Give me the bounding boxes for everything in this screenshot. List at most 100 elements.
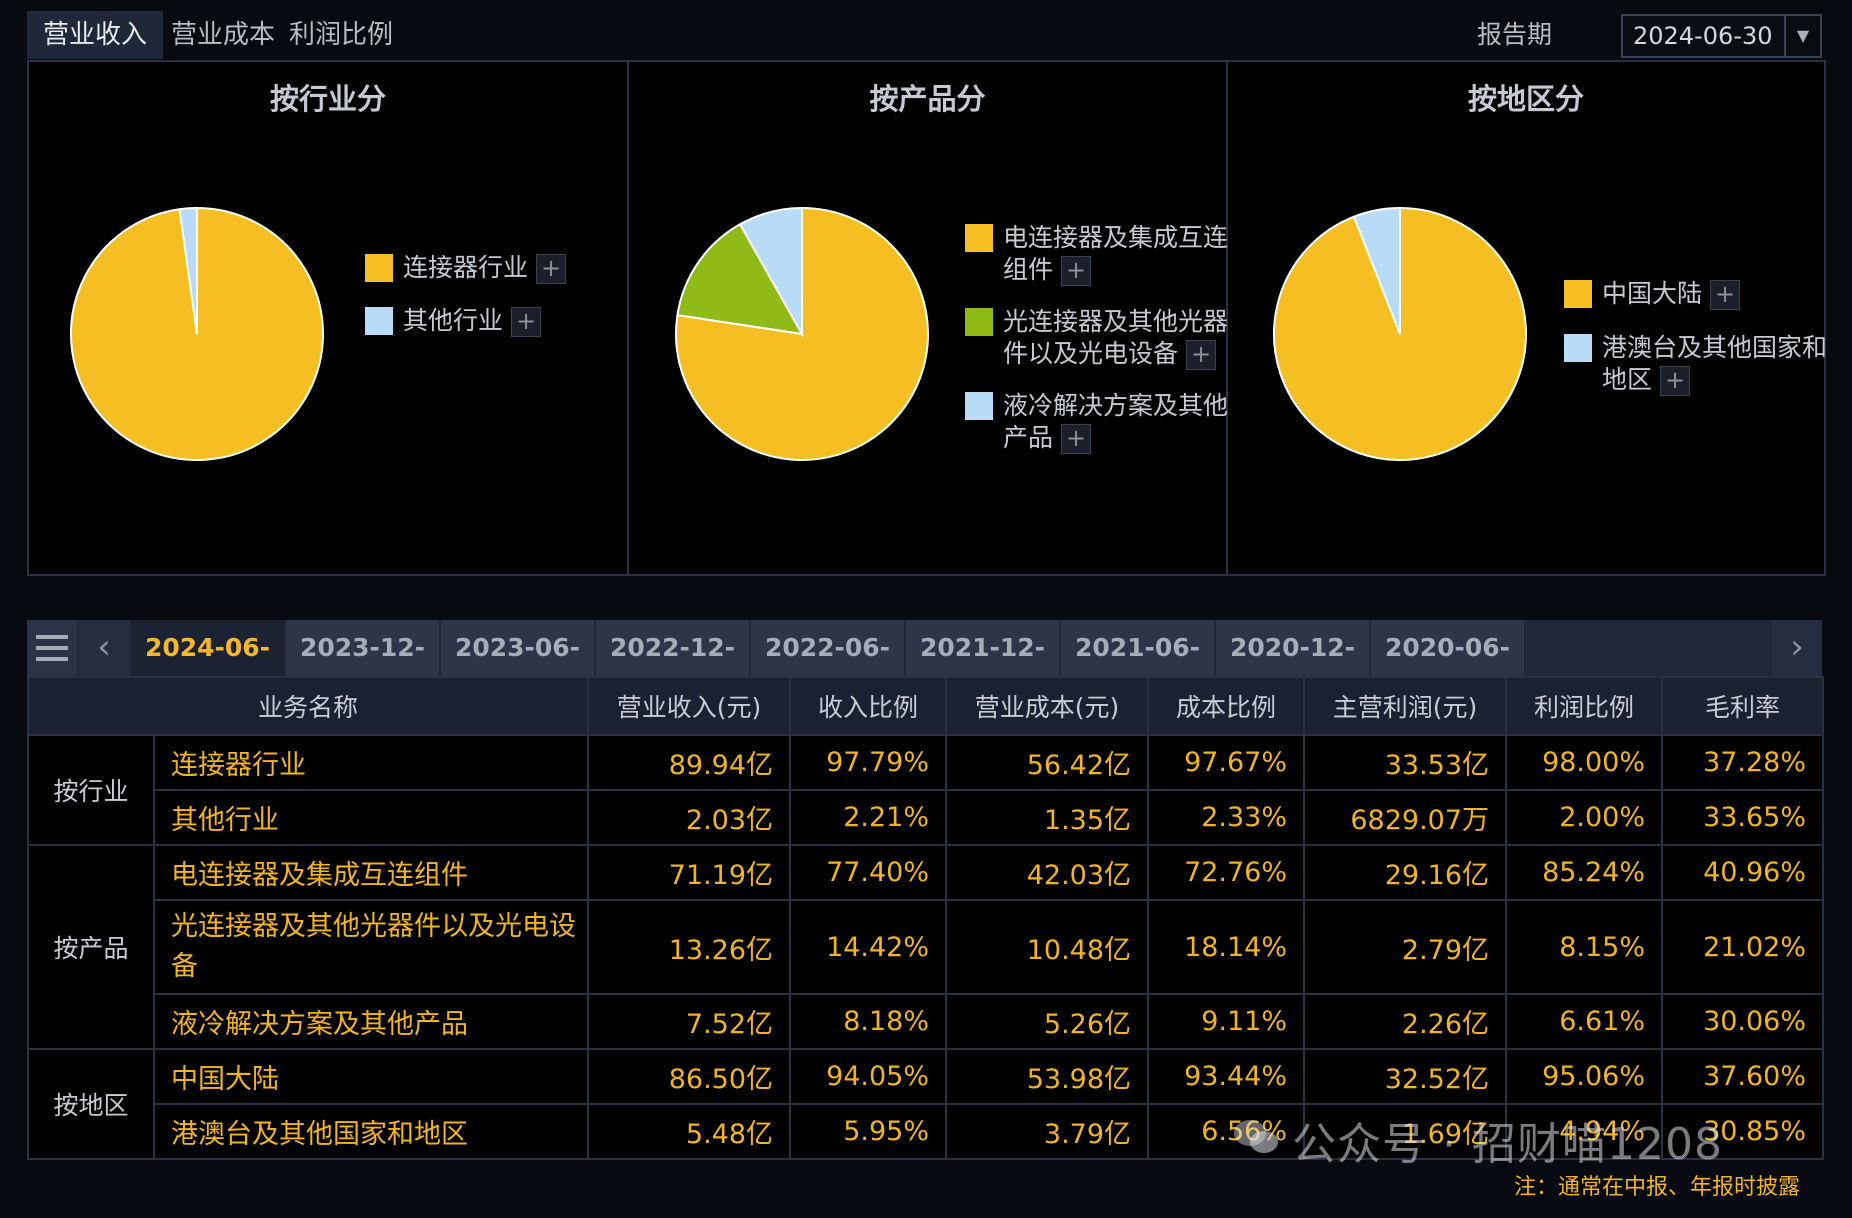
legend-label-line1: 港澳台及其他国家和 (1602, 333, 1828, 362)
pie-slice[interactable] (1273, 206, 1527, 461)
legend-swatch (365, 307, 393, 335)
expand-icon[interactable]: + (1061, 424, 1092, 454)
table-row: 光连接器及其他光器件以及光电设备 13.26亿 14.42% 10.48亿 18… (28, 899, 1825, 995)
table-cell: 5.48亿 (587, 1103, 792, 1160)
chevron-down-icon[interactable]: ▼ (1784, 16, 1820, 56)
expand-icon[interactable]: + (511, 307, 542, 337)
chevron-left-icon[interactable]: ‹ (79, 620, 129, 676)
table-cell: 40.96% (1661, 844, 1825, 901)
table-cell: 6.56% (1147, 1103, 1306, 1160)
table-cell: 30.85% (1661, 1103, 1825, 1160)
date-tab[interactable]: 2020-06-30 (1371, 620, 1524, 718)
expand-icon[interactable]: + (536, 254, 567, 284)
table-cell: 1.35亿 (945, 789, 1150, 846)
report-period-select[interactable]: 2024-06-30 ▼ (1621, 14, 1822, 58)
chevron-right-icon[interactable]: › (1772, 620, 1822, 676)
group-label: 按地区 (27, 1048, 155, 1160)
pie-slice[interactable] (676, 222, 804, 336)
legend-label-line2: 件以及光电设备 (1003, 339, 1179, 368)
expand-icon[interactable]: + (1710, 280, 1741, 310)
column-header[interactable]: 利润比例 (1505, 676, 1664, 736)
wechat-logo-icon (1234, 1120, 1278, 1153)
table-row: 按地区 中国大陆 86.50亿 94.05% 53.98亿 93.44% 32.… (27, 1048, 1825, 1160)
tab-profit-ratio[interactable]: 利润比例 (288, 20, 393, 50)
date-tab[interactable]: 2023-06-30 (441, 620, 594, 718)
column-header[interactable]: 业务名称 (26, 676, 590, 736)
pie-slice[interactable] (1352, 206, 1401, 335)
region-panel-title: 按地区分 (1467, 82, 1584, 116)
watermark: 公众号 · 招财喵1208 (1292, 1119, 1723, 1170)
table-cell: 14.42% (789, 899, 948, 995)
table-cell: 72.76% (1147, 844, 1306, 901)
table-row: 液冷解决方案及其他产品 7.52亿 8.18% 5.26亿 9.11% 2.26… (28, 993, 1825, 1050)
column-header[interactable]: 成本比例 (1147, 676, 1306, 736)
legend-label-line2: 产品 (1003, 423, 1054, 452)
legend-swatch (965, 224, 993, 252)
legend-swatch (1564, 334, 1592, 362)
group-label: 按产品 (27, 844, 155, 1050)
table-cell: 53.98亿 (945, 1048, 1150, 1105)
tab-revenue[interactable]: 营业收入 (27, 11, 163, 59)
pie-slice[interactable] (738, 206, 803, 338)
legend-label-line1: 液冷解决方案及其他 (1003, 391, 1229, 420)
legend-swatch (1564, 280, 1592, 308)
table-cell: 29.16亿 (1303, 844, 1508, 901)
business-name: 电连接器及集成互连组件 (152, 844, 590, 901)
table-cell: 21.02% (1661, 899, 1825, 995)
table-cell: 8.18% (789, 993, 948, 1050)
column-header[interactable]: 毛利率 (1661, 676, 1825, 736)
group-label: 按行业 (27, 734, 155, 846)
legend-label: 其他行业 (403, 306, 504, 335)
table-cell: 2.00% (1505, 789, 1664, 846)
date-tab[interactable]: 2022-06-30 (751, 620, 904, 718)
product-panel-title: 按产品分 (869, 82, 986, 116)
table-cell: 77.40% (789, 844, 948, 901)
column-header[interactable]: 主营利润(元) (1303, 676, 1508, 736)
date-tab[interactable]: 2021-06-30 (1061, 620, 1214, 718)
table-cell: 89.94亿 (587, 734, 792, 791)
table-cell: 85.24% (1505, 844, 1664, 901)
column-header[interactable]: 营业收入(元) (587, 676, 792, 736)
date-tab[interactable]: 2021-12-31 (906, 620, 1059, 718)
date-tab[interactable]: 2020-12-31 (1216, 620, 1369, 718)
business-name: 连接器行业 (152, 734, 590, 791)
pie-slice[interactable] (675, 206, 929, 461)
table-row: 港澳台及其他国家和地区 5.48亿 5.95% 3.79亿 6.56% 1.69… (28, 1103, 1825, 1160)
table-cell: 86.50亿 (587, 1048, 792, 1105)
legend-label: 中国大陆 (1602, 279, 1703, 308)
expand-icon[interactable]: + (1061, 256, 1092, 286)
region-panel: 按地区分 中国大陆 + 港澳台及其他国家和 地区 + (1228, 62, 1828, 574)
industry-panel-title: 按行业分 (269, 82, 386, 116)
date-tab[interactable]: 2024-06-30 (131, 620, 284, 718)
table-row: 按行业 连接器行业 89.94亿 97.79% 56.42亿 97.67% 33… (27, 734, 1825, 846)
table-cell: 93.44% (1147, 1048, 1306, 1105)
report-date-bar: ‹ 2024-06-30 2023-12-31 2023-06-30 2022-… (27, 620, 1822, 718)
table-cell: 9.11% (1147, 993, 1306, 1050)
region-pie-chart (1273, 206, 1527, 461)
pie-charts-area: 按行业分 连接器行业 + 其他行业 + 按产品分 电连接器及集成互连 组件 + 光连接… (27, 60, 1828, 576)
table-cell: 37.60% (1661, 1048, 1825, 1105)
menu-icon[interactable] (27, 620, 77, 676)
table-cell: 5.26亿 (945, 993, 1150, 1050)
legend-label-line2: 组件 (1003, 255, 1054, 284)
column-header[interactable]: 收入比例 (789, 676, 948, 736)
tab-cost[interactable]: 营业成本 (170, 20, 275, 50)
table-cell: 7.52亿 (587, 993, 792, 1050)
table-cell: 2.79亿 (1303, 899, 1508, 995)
legend-label: 连接器行业 (403, 253, 529, 282)
table-cell: 13.26亿 (587, 899, 792, 995)
report-period-label: 报告期 (1476, 20, 1552, 49)
table-cell: 8.15% (1505, 899, 1664, 995)
date-tab[interactable]: 2023-12-31 (286, 620, 439, 718)
pie-slice[interactable] (178, 206, 198, 335)
expand-icon[interactable]: + (1660, 366, 1691, 396)
product-panel: 按产品分 电连接器及集成互连 组件 + 光连接器及其他光器 件以及光电设备 + 液冷… (629, 62, 1228, 574)
table-cell: 1.69亿 (1303, 1103, 1508, 1160)
legend-item-product-optical: 光连接器及其他光器 件以及光电设备 + (965, 306, 1228, 372)
business-name: 液冷解决方案及其他产品 (152, 993, 590, 1050)
table-cell: 94.05% (789, 1048, 948, 1105)
column-header[interactable]: 营业成本(元) (945, 676, 1150, 736)
date-tab[interactable]: 2022-12-31 (596, 620, 749, 718)
table-cell: 56.42亿 (945, 734, 1150, 791)
expand-icon[interactable]: + (1186, 340, 1217, 370)
